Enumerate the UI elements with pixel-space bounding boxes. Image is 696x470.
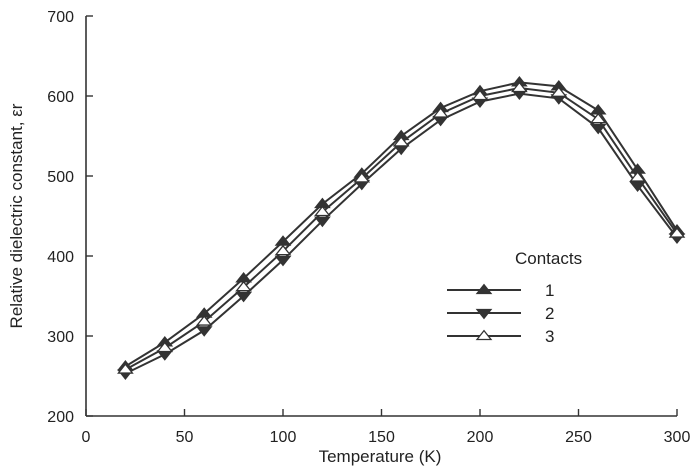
data-point xyxy=(235,280,252,292)
data-point xyxy=(432,107,449,118)
legend-item: 1 xyxy=(447,281,554,300)
data-point xyxy=(511,81,528,93)
data-point xyxy=(589,112,607,124)
legend: Contacts 1 2 3 xyxy=(447,249,582,346)
data-point xyxy=(156,341,174,353)
legend-label: 2 xyxy=(545,304,554,323)
y-tick-label: 300 xyxy=(47,329,74,346)
data-point xyxy=(274,255,292,267)
data-point xyxy=(274,244,292,256)
legend-item: 2 xyxy=(447,304,554,323)
y-axis-label: Relative dielectric constant, εr xyxy=(7,103,26,328)
plot-series xyxy=(117,75,686,381)
x-tick-label: 0 xyxy=(82,429,91,446)
legend-item: 3 xyxy=(447,327,554,346)
y-axis: 200 300 400 500 600 700 Relative dielectric c… xyxy=(7,9,93,426)
data-point xyxy=(195,326,213,337)
x-axis: 0 50 100 150 200 250 300 Temperature (K) xyxy=(82,409,691,466)
x-tick-label: 100 xyxy=(270,429,297,446)
data-point xyxy=(668,227,686,238)
y-tick-label: 200 xyxy=(47,409,74,426)
legend-label: 1 xyxy=(545,281,554,300)
legend-marker xyxy=(475,283,493,295)
legend-entries: 1 2 3 xyxy=(447,281,554,346)
x-axis-label: Temperature (K) xyxy=(319,447,442,466)
data-point xyxy=(589,123,607,135)
legend-marker xyxy=(475,308,493,320)
data-point xyxy=(629,171,646,182)
data-point xyxy=(629,181,646,193)
legend-title: Contacts xyxy=(515,249,582,268)
data-point xyxy=(550,86,568,97)
x-tick-label: 50 xyxy=(176,429,194,446)
legend-marker xyxy=(475,329,493,341)
y-tick-label: 700 xyxy=(47,9,74,26)
x-tick-label: 300 xyxy=(664,429,691,446)
x-tick-label: 250 xyxy=(565,429,592,446)
series-3 xyxy=(117,81,686,374)
x-axis-ticks: 0 50 100 150 200 250 300 xyxy=(82,409,691,446)
y-tick-label: 600 xyxy=(47,89,74,106)
data-point xyxy=(314,205,331,217)
data-point xyxy=(471,89,489,101)
legend-label: 3 xyxy=(545,327,554,346)
y-tick-label: 500 xyxy=(47,169,74,186)
data-point xyxy=(195,315,213,326)
y-axis-ticks: 200 300 400 500 600 700 xyxy=(47,9,93,426)
data-point xyxy=(117,363,134,374)
x-tick-label: 150 xyxy=(368,429,395,446)
y-tick-label: 400 xyxy=(47,249,74,266)
data-point xyxy=(353,171,371,183)
data-point xyxy=(314,216,331,228)
x-tick-label: 200 xyxy=(467,429,494,446)
data-point xyxy=(392,135,410,147)
data-point xyxy=(235,291,252,303)
data-point xyxy=(156,350,174,361)
